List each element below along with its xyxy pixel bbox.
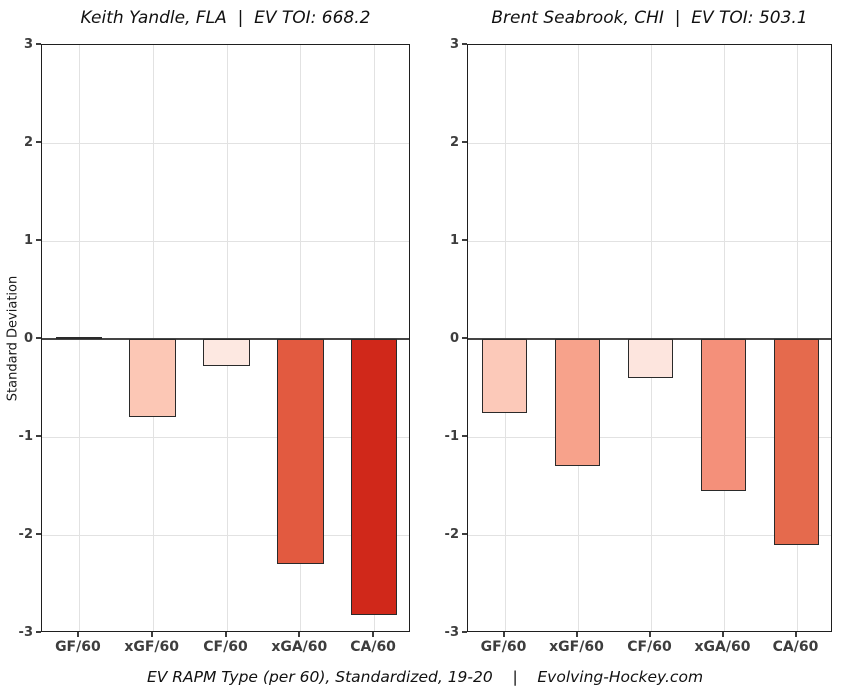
y-tick-mark <box>462 435 467 437</box>
y-tick-label: 3 <box>449 36 459 52</box>
h-gridline <box>468 143 831 144</box>
x-tick-mark <box>76 632 79 637</box>
figure-caption: EV RAPM Type (per 60), Standardized, 19-… <box>146 668 704 686</box>
x-tick-label: CA/60 <box>350 639 396 655</box>
y-tick-label: 0 <box>449 330 459 346</box>
y-tick-label: -1 <box>18 428 33 444</box>
y-tick-label: 2 <box>449 134 459 150</box>
y-tick-mark <box>462 533 467 535</box>
y-tick-mark <box>462 43 467 45</box>
x-tick-label: xGF/60 <box>549 639 604 655</box>
x-tick-label: CF/60 <box>627 639 672 655</box>
x-tick-label: GF/60 <box>480 639 527 655</box>
h-gridline <box>468 437 831 438</box>
x-tick-mark <box>372 632 375 637</box>
y-tick-mark <box>462 239 467 241</box>
y-tick-label: 1 <box>449 232 459 248</box>
y-tick-mark <box>36 43 41 45</box>
x-tick-label: xGA/60 <box>271 639 328 655</box>
bar-ca-60 <box>773 339 820 545</box>
h-gridline <box>468 535 831 536</box>
bar-cf-60 <box>203 339 250 367</box>
y-tick-label: -2 <box>444 526 459 542</box>
h-gridline <box>42 437 409 438</box>
x-tick-mark <box>150 632 153 637</box>
bar-cf-60 <box>627 339 674 379</box>
plot-area <box>467 44 832 632</box>
y-tick-label: -2 <box>18 526 33 542</box>
plot-area <box>41 44 410 632</box>
y-tick-label: 0 <box>23 330 33 346</box>
bar-xgf-60 <box>129 339 176 418</box>
y-tick-mark <box>36 337 41 339</box>
x-tick-mark <box>502 632 505 637</box>
x-tick-mark <box>721 632 724 637</box>
bar-xgf-60 <box>554 339 601 467</box>
y-tick-mark <box>36 435 41 437</box>
y-tick-mark <box>36 631 41 633</box>
bar-xga-60 <box>700 339 747 491</box>
h-gridline <box>42 143 409 144</box>
x-tick-mark <box>648 632 651 637</box>
h-gridline <box>42 535 409 536</box>
y-tick-label: 3 <box>23 36 33 52</box>
y-tick-label: -3 <box>18 624 33 640</box>
h-gridline <box>468 241 831 242</box>
y-tick-label: -3 <box>444 624 459 640</box>
bar-gf-60 <box>481 339 528 413</box>
y-tick-mark <box>36 533 41 535</box>
y-tick-mark <box>36 239 41 241</box>
x-tick-mark <box>298 632 301 637</box>
y-tick-label: -1 <box>444 428 459 444</box>
chart-title: Keith Yandle, FLA | EV TOI: 668.2 <box>80 8 371 28</box>
y-tick-label: 2 <box>23 134 33 150</box>
x-tick-label: CF/60 <box>203 639 248 655</box>
x-tick-mark <box>794 632 797 637</box>
x-tick-label: GF/60 <box>55 639 101 655</box>
y-tick-mark <box>36 141 41 143</box>
y-tick-mark <box>462 141 467 143</box>
bar-xga-60 <box>277 339 324 565</box>
x-tick-mark <box>224 632 227 637</box>
bar-ca-60 <box>350 339 398 616</box>
y-tick-mark <box>462 337 467 339</box>
x-tick-mark <box>575 632 578 637</box>
x-tick-label: CA/60 <box>772 639 819 655</box>
y-tick-label: 1 <box>23 232 33 248</box>
h-gridline <box>42 241 409 242</box>
x-tick-label: xGF/60 <box>124 639 180 655</box>
y-tick-mark <box>462 631 467 633</box>
chart-title: Brent Seabrook, CHI | EV TOI: 503.1 <box>491 8 808 28</box>
bar-gf-60 <box>55 337 103 340</box>
x-tick-label: xGA/60 <box>694 639 751 655</box>
